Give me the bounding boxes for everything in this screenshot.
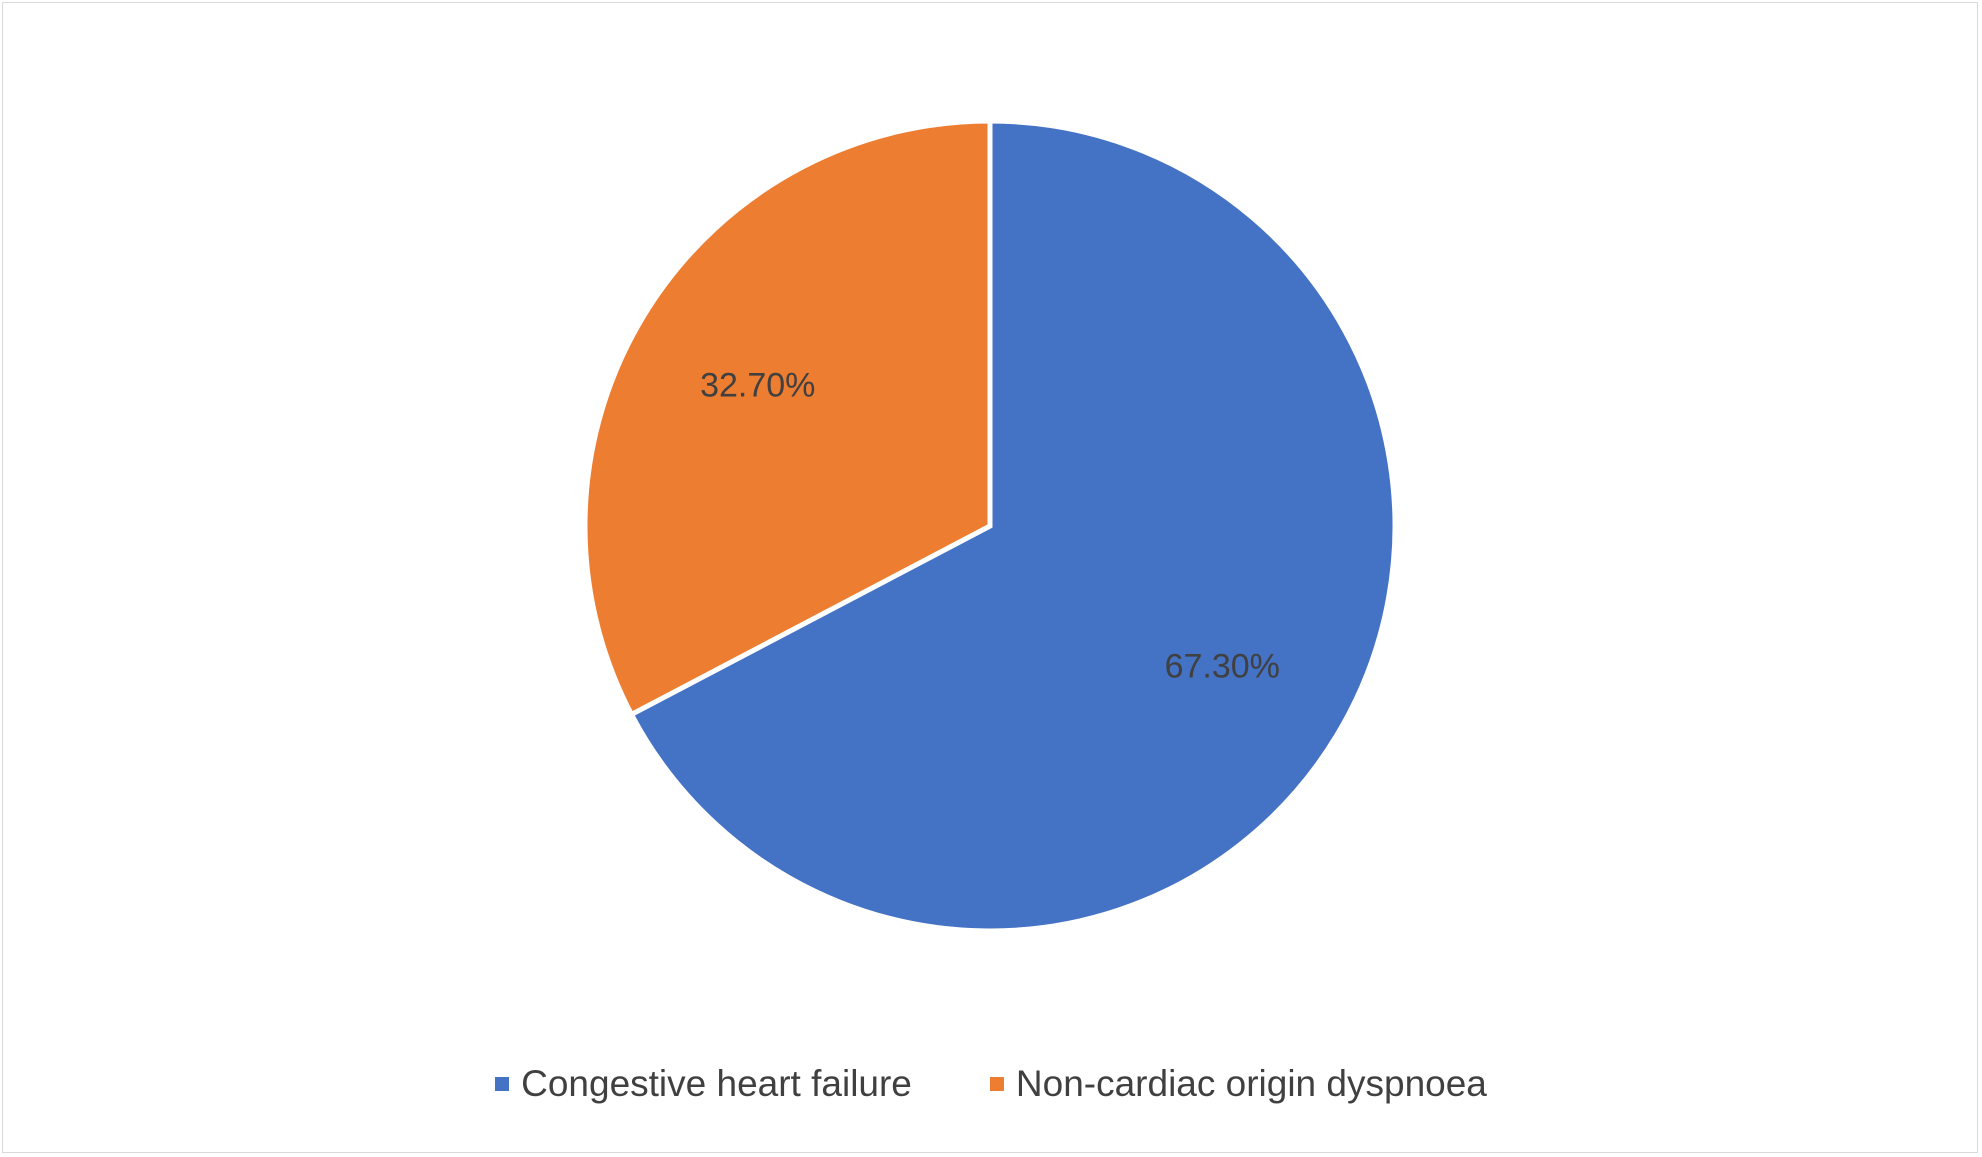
legend-swatch: [989, 1077, 1004, 1091]
pie-slices: [582, 118, 1398, 934]
legend: Congestive heart failure Non-cardiac orig…: [3, 1063, 1979, 1105]
legend-label: Non-cardiac origin dyspnoea: [1015, 1063, 1487, 1104]
data-label-congestive-heart-failure: 67.30%: [1165, 647, 1280, 685]
pie-data-labels: 67.30% 32.70%: [700, 367, 1280, 686]
pie-slice-congestive-heart-failure: [628, 118, 1398, 934]
legend-swatch: [495, 1077, 510, 1091]
pie-slice-non-cardiac-origin-dyspnoea: [582, 118, 993, 718]
legend-label: Congestive heart failure: [521, 1063, 912, 1104]
data-label-non-cardiac-origin-dyspnoea: 32.70%: [700, 367, 815, 405]
legend-item-non-cardiac-origin-dyspnoea: Non-cardiac origin dyspnoea: [989, 1063, 1487, 1105]
legend-item-congestive-heart-failure: Congestive heart failure: [495, 1063, 912, 1105]
pie-chart: 67.30% 32.70%: [582, 118, 1398, 934]
